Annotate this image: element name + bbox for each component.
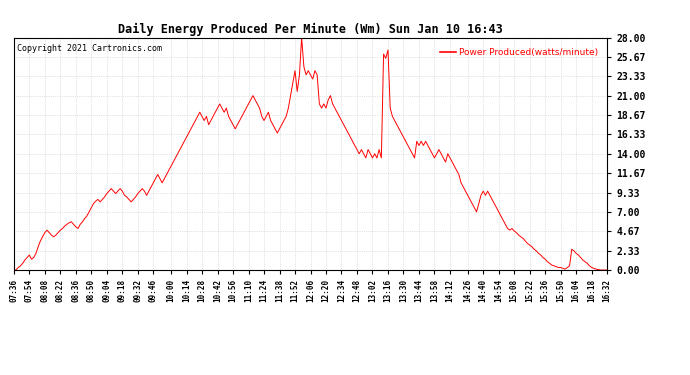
Title: Daily Energy Produced Per Minute (Wm) Sun Jan 10 16:43: Daily Energy Produced Per Minute (Wm) Su… bbox=[118, 23, 503, 36]
Power Produced(watts/minute) bbox=[395, 127, 403, 131]
Power Produced(watts/minute) bbox=[224, 114, 233, 118]
Power Produced(watts/minute) bbox=[10, 268, 18, 272]
Power Produced(watts/minute) bbox=[85, 210, 93, 214]
Power Produced(watts/minute) bbox=[366, 152, 375, 156]
Power Produced(watts/minute) bbox=[297, 35, 306, 40]
Text: Copyright 2021 Cartronics.com: Copyright 2021 Cartronics.com bbox=[17, 45, 161, 54]
Power Produced(watts/minute) bbox=[56, 228, 64, 232]
Line: Power Produced(watts/minute): Power Produced(watts/minute) bbox=[14, 38, 607, 270]
Power Produced(watts/minute) bbox=[603, 268, 611, 272]
Power Produced(watts/minute) bbox=[41, 230, 49, 235]
Legend: Power Produced(watts/minute): Power Produced(watts/minute) bbox=[436, 44, 602, 60]
